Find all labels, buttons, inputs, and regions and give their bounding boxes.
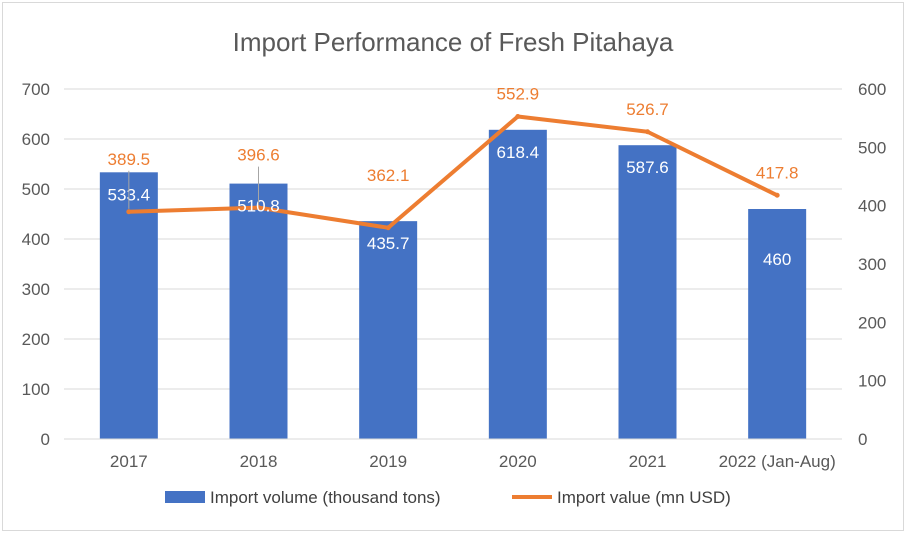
value-point (385, 225, 391, 231)
left-axis-tick: 200 (22, 330, 50, 349)
right-axis-tick: 600 (858, 80, 886, 99)
value-data-label: 526.7 (626, 100, 669, 119)
x-axis-tick: 2019 (369, 452, 407, 471)
volume-data-label: 587.6 (626, 158, 669, 177)
value-data-label: 552.9 (497, 84, 540, 103)
volume-bar (99, 172, 158, 440)
value-point (774, 192, 780, 198)
volume-bar (359, 221, 418, 439)
legend-swatch-volume (165, 491, 205, 503)
value-data-label: 362.1 (367, 166, 410, 185)
right-axis-tick: 500 (858, 138, 886, 157)
value-data-label: 396.6 (237, 146, 280, 165)
volume-data-label: 618.4 (497, 143, 540, 162)
volume-bars (99, 129, 807, 440)
value-point (515, 113, 521, 119)
left-axis-tick: 600 (22, 130, 50, 149)
left-axis: 0 100 200 300 400 500 600 700 (22, 80, 50, 449)
x-axis-tick: 2021 (629, 452, 667, 471)
value-point (126, 209, 132, 215)
value-data-label: 389.5 (108, 150, 151, 169)
right-axis: 0 100 200 300 400 500 600 (858, 80, 886, 449)
x-axis-tick: 2020 (499, 452, 537, 471)
left-axis-tick: 700 (22, 80, 50, 99)
left-axis-tick: 0 (41, 430, 50, 449)
volume-data-label: 510.8 (237, 197, 280, 216)
x-axis: 2017 2018 2019 2020 2021 2022 (Jan-Aug) (64, 438, 842, 471)
right-axis-tick: 400 (858, 197, 886, 216)
x-axis-tick: 2018 (240, 452, 278, 471)
chart-title: Import Performance of Fresh Pitahaya (233, 27, 674, 57)
left-axis-tick: 300 (22, 280, 50, 299)
legend: Import volume (thousand tons) Import val… (165, 488, 731, 507)
value-point (256, 205, 261, 211)
volume-bar (748, 209, 807, 439)
x-axis-tick: 2022 (Jan-Aug) (719, 452, 836, 471)
right-axis-tick: 300 (858, 255, 886, 274)
left-axis-tick: 400 (22, 230, 50, 249)
value-line-path (126, 114, 780, 230)
gridlines (64, 88, 842, 440)
right-axis-tick: 200 (858, 313, 886, 332)
volume-bar (229, 183, 288, 439)
volume-bar (488, 129, 547, 440)
volume-data-label: 460 (763, 250, 791, 269)
right-axis-tick: 0 (858, 430, 867, 449)
right-axis-tick: 100 (858, 372, 886, 391)
legend-label-volume: Import volume (thousand tons) (210, 488, 441, 507)
volume-bar (618, 145, 677, 439)
legend-label-value: Import value (mn USD) (557, 488, 731, 507)
value-data-label: 417.8 (756, 163, 799, 182)
value-point (645, 129, 650, 135)
left-axis-tick: 500 (22, 180, 50, 199)
value-line (126, 113, 780, 231)
volume-data-label: 435.7 (367, 234, 410, 253)
left-axis-tick: 100 (22, 380, 50, 399)
x-axis-tick: 2017 (110, 452, 148, 471)
